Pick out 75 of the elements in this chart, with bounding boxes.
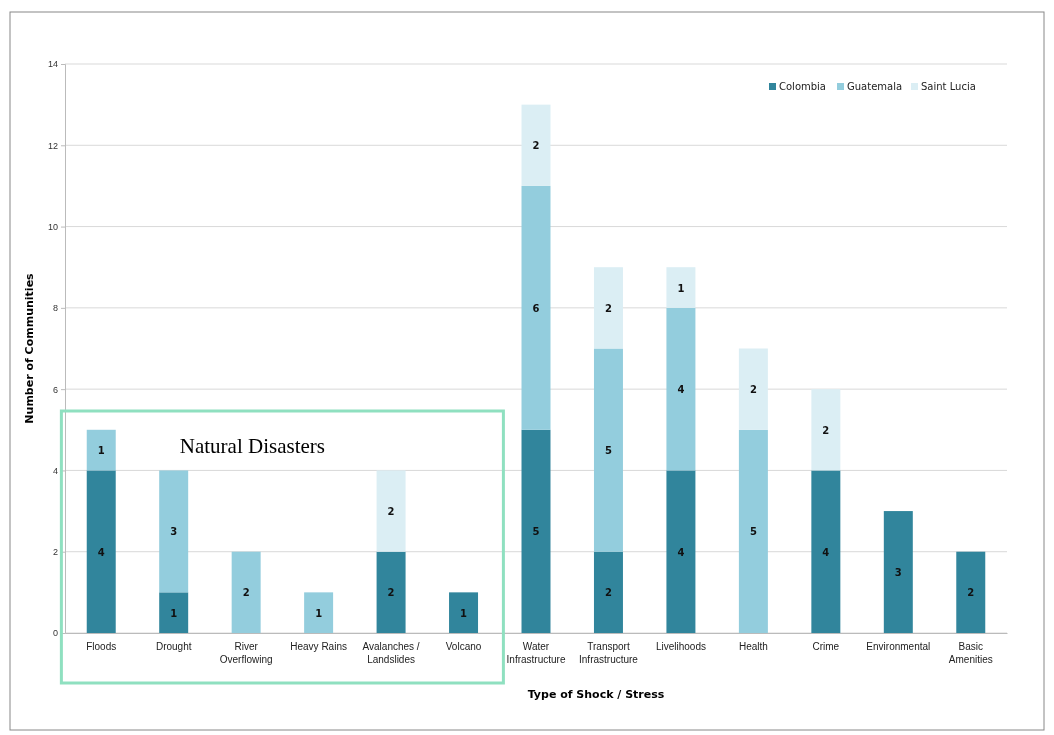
bar [811,389,841,471]
bar [666,470,696,633]
bar [883,511,913,633]
bar [593,551,623,633]
bar [376,551,406,633]
bar [86,429,116,471]
data-label: 4 [677,384,685,396]
x-tick-label: Volcano [445,641,482,652]
data-label: 4 [97,546,105,558]
x-tick-label: Livelihoods [655,641,706,652]
data-label: 2 [242,587,250,599]
y-tick-label: 14 [47,59,58,70]
data-label: 2 [387,506,395,518]
data-label: 1 [97,445,105,457]
x-tick-label: Environmental [866,641,931,652]
bar [811,470,841,633]
y-tick-label: 0 [52,628,58,639]
data-label: 2 [604,302,612,314]
data-label: 5 [532,526,540,538]
data-label: 4 [822,546,830,558]
data-label: 1 [315,607,323,619]
annotation: Natural Disasters [179,434,325,458]
legend-label: Colombia [779,81,826,92]
data-label: 5 [749,526,757,538]
data-label: 2 [387,587,395,599]
bar [521,104,551,186]
bar [376,470,406,552]
legend-label: Guatemala [847,81,903,92]
bar [593,267,623,349]
bar [159,592,189,633]
y-tick-label: 12 [47,140,58,151]
bar [738,348,768,430]
data-label: 1 [460,607,468,619]
x-tick-label: Floods [86,641,117,652]
y-tick-label: 2 [52,547,58,558]
data-label: 3 [894,567,902,579]
legend-label: Saint Lucia [921,81,976,92]
bar [593,348,623,552]
bar [304,592,334,633]
bar [86,470,116,633]
x-tick-label: River Overflowing [219,641,273,665]
data-label: 6 [532,302,540,314]
y-axis-title: Number of Communities [23,272,36,424]
data-label: 2 [822,424,830,436]
bar [956,551,986,633]
data-label: 1 [677,282,685,294]
data-label: 5 [604,445,612,457]
bar [521,185,551,430]
x-tick-label: Crime [812,641,840,652]
data-label: 1 [170,607,178,619]
x-tick-label: Health [738,641,768,652]
y-tick-label: 4 [52,465,58,476]
data-label: 2 [532,140,540,152]
data-label: 2 [967,587,975,599]
x-tick-label: Basic Amenities [948,641,993,665]
x-tick-label: Heavy Rains [290,641,347,652]
bar [521,429,551,633]
data-label: 2 [749,384,757,396]
y-tick-label: 6 [52,384,58,395]
data-label: 3 [170,526,178,538]
y-tick-label: 10 [47,221,58,232]
bar [666,267,696,308]
bar [449,592,479,633]
x-tick-label: Water Infrastructure [506,641,566,665]
data-label: 4 [677,546,685,558]
bar [159,470,189,593]
x-tick-label: Avalanches / Landslides [362,641,420,665]
x-tick-label: Transport Infrastructure [579,641,639,665]
bar [231,551,261,633]
bar [666,307,696,471]
y-tick-label: 8 [52,303,58,314]
data-label: 2 [604,587,612,599]
x-axis-title: Type of Shock / Stress [527,688,665,701]
bar [738,429,768,633]
x-tick-label: Drought [155,641,192,652]
